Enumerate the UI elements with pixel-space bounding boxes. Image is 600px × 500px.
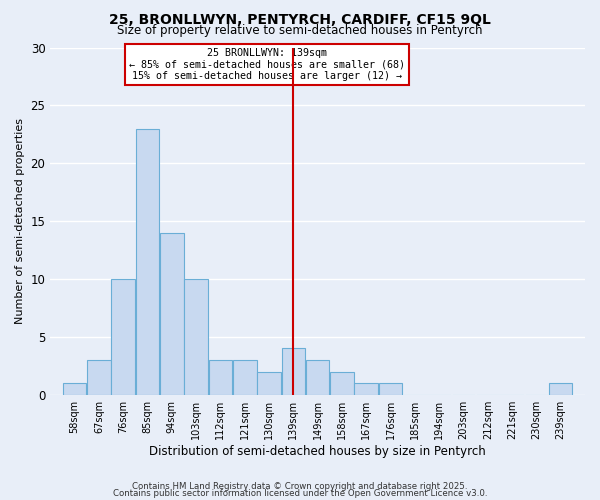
- Bar: [281, 348, 305, 395]
- Bar: [112, 279, 135, 394]
- Bar: [87, 360, 110, 394]
- Bar: [306, 360, 329, 394]
- Bar: [63, 383, 86, 394]
- Text: Size of property relative to semi-detached houses in Pentyrch: Size of property relative to semi-detach…: [117, 24, 483, 37]
- Bar: [233, 360, 257, 394]
- Bar: [184, 279, 208, 394]
- Bar: [257, 372, 281, 394]
- Text: 25, BRONLLWYN, PENTYRCH, CARDIFF, CF15 9QL: 25, BRONLLWYN, PENTYRCH, CARDIFF, CF15 9…: [109, 12, 491, 26]
- Text: Contains public sector information licensed under the Open Government Licence v3: Contains public sector information licen…: [113, 489, 487, 498]
- X-axis label: Distribution of semi-detached houses by size in Pentyrch: Distribution of semi-detached houses by …: [149, 444, 486, 458]
- Bar: [379, 383, 403, 394]
- Bar: [549, 383, 572, 394]
- Bar: [209, 360, 232, 394]
- Y-axis label: Number of semi-detached properties: Number of semi-detached properties: [15, 118, 25, 324]
- Bar: [136, 128, 159, 394]
- Bar: [160, 232, 184, 394]
- Bar: [330, 372, 354, 394]
- Text: 25 BRONLLWYN: 139sqm
← 85% of semi-detached houses are smaller (68)
15% of semi-: 25 BRONLLWYN: 139sqm ← 85% of semi-detac…: [128, 48, 404, 80]
- Bar: [355, 383, 378, 394]
- Text: Contains HM Land Registry data © Crown copyright and database right 2025.: Contains HM Land Registry data © Crown c…: [132, 482, 468, 491]
